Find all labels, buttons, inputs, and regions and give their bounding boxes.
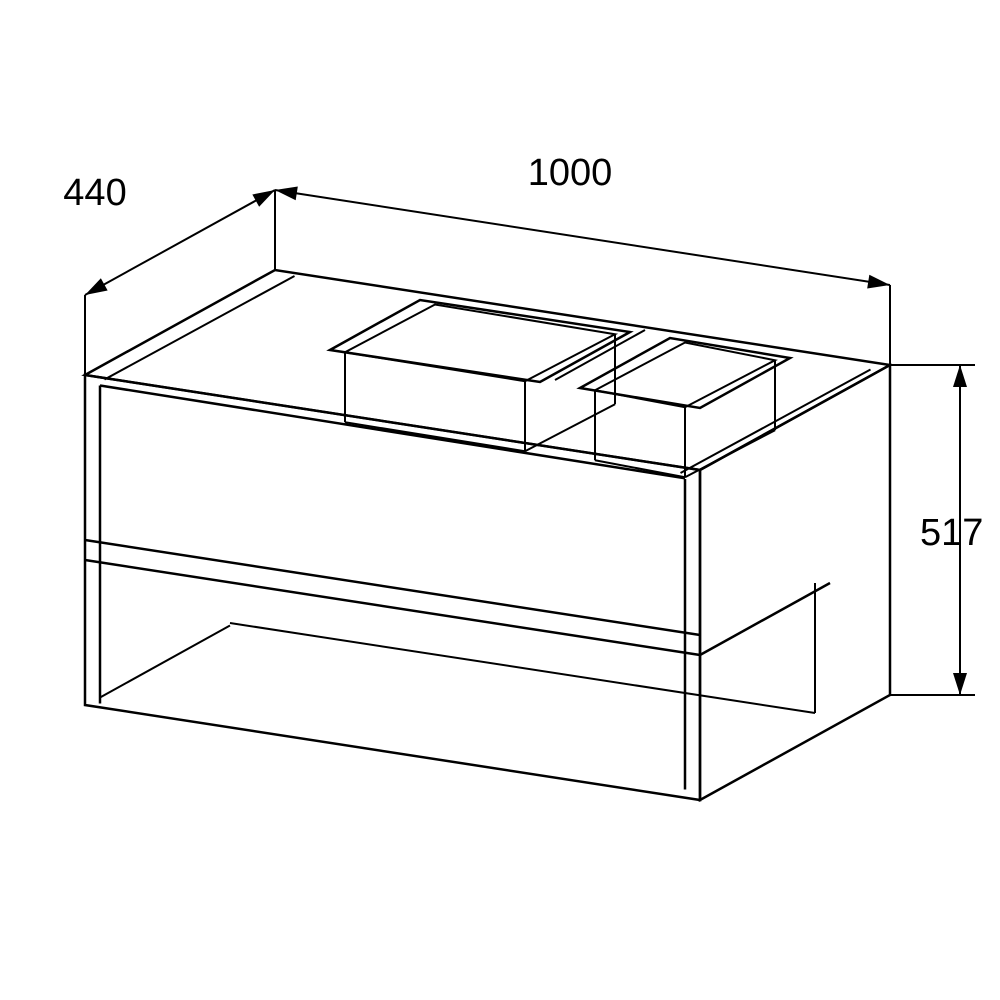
- dim-height: 517: [920, 512, 983, 554]
- technical-drawing: 1000 440 517: [0, 0, 1000, 1000]
- dim-depth: 440: [63, 172, 126, 214]
- dim-width: 1000: [528, 152, 613, 194]
